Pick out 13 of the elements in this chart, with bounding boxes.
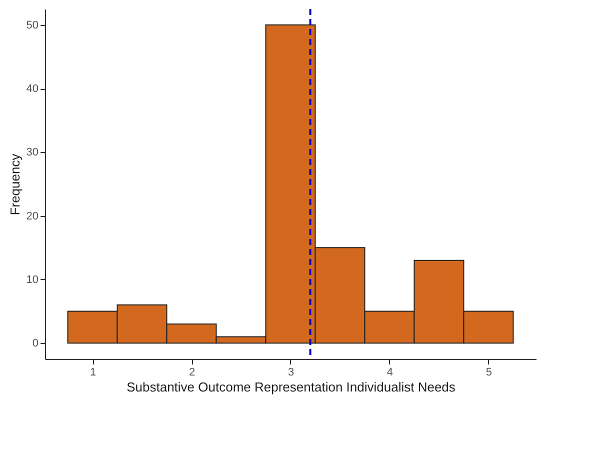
y-tick-label: 0 [32,338,38,350]
x-tick-label: 4 [386,366,394,378]
x-tick-label: 1 [90,366,96,378]
y-axis-title: Frequency [7,153,22,216]
x-axis-title: Substantive Outcome Representation Individualist Needs [126,380,456,394]
y-tick-label: 40 [26,83,38,96]
y-tick-label: 10 [26,274,38,286]
x-tick-label: 3 [288,366,294,378]
x-tick-label: 2 [188,366,196,378]
y-tick-label: 50 [26,19,38,32]
y-tick-label: 20 [26,210,38,222]
x-tick-label: 5 [486,366,492,378]
y-tick-label: 30 [26,146,38,159]
